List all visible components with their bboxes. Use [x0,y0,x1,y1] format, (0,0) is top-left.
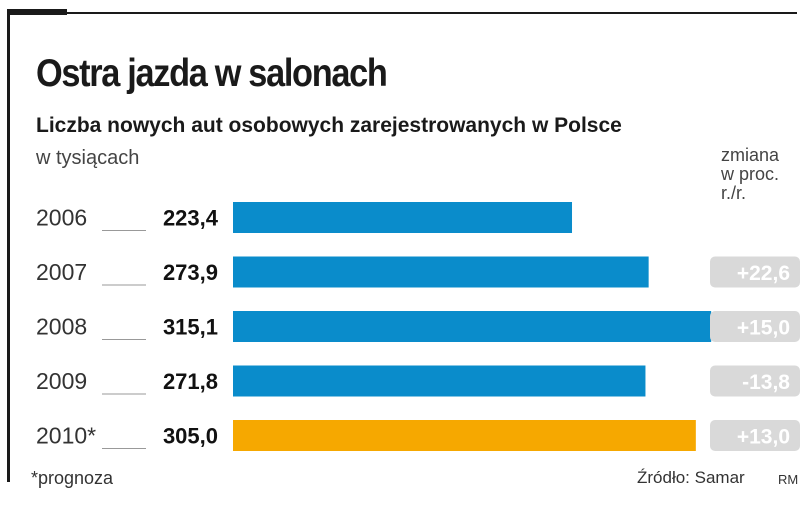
year-label: 2009 [36,368,87,394]
year-label: 2008 [36,314,87,340]
bar [233,365,646,397]
bar [233,202,573,233]
frame-top-rule [7,12,797,14]
frame-left-rule [7,9,10,482]
value-label: 315,1 [163,315,218,340]
value-label: 223,4 [163,206,219,231]
change-header-line-1: zmiana [721,145,780,165]
change-column-header: zmiana w proc. r./r. [721,146,801,203]
change-header-line-3: r./r. [721,183,747,203]
change-box [710,365,800,397]
year-label: 2007 [36,259,87,285]
value-label: 273,9 [163,260,218,285]
change-header-line-2: w proc. [721,164,780,184]
change-box [710,311,800,342]
bar [233,311,712,342]
change-box [710,256,800,288]
footnote: *prognoza [31,468,114,488]
chart-subtitle: Liczba nowych aut osobowych zarejestrowa… [36,114,622,137]
value-label: 305,0 [163,424,218,449]
year-label: 2010* [36,423,96,449]
bar [233,420,696,451]
source-credit: Źródło: Samar [637,468,745,487]
year-label: 2006 [36,205,87,231]
author-initials: RM [778,472,799,487]
value-label: 271,8 [163,369,218,394]
change-label: +15,0 [737,317,790,340]
change-label: -13,8 [742,371,790,394]
bar [233,256,649,288]
change-label: +13,0 [737,426,790,449]
change-box [710,420,800,451]
unit-label: w tysiącach [36,147,140,169]
change-label: +22,6 [737,262,790,285]
chart-title: Ostra jazda w salonach [36,52,388,95]
